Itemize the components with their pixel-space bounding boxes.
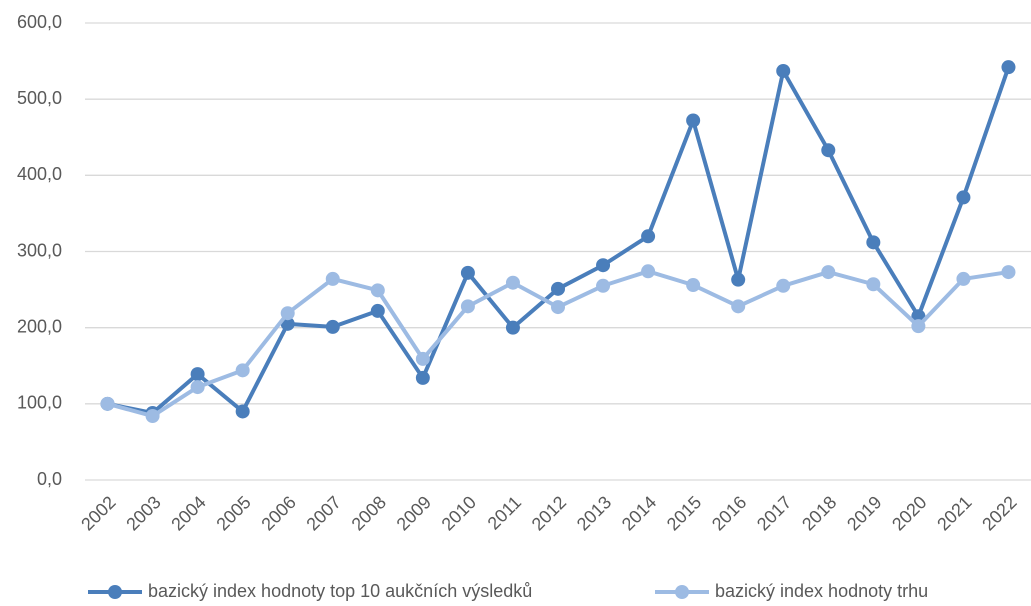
marker — [731, 272, 746, 287]
marker — [415, 370, 430, 385]
x-tick-label: 2020 — [888, 492, 930, 534]
y-tick-label: 600,0 — [17, 12, 62, 32]
marker — [505, 320, 520, 335]
marker — [686, 113, 701, 128]
x-tick-label: 2002 — [77, 492, 119, 534]
marker — [551, 300, 565, 315]
marker — [956, 271, 971, 286]
y-tick-label: 100,0 — [17, 393, 62, 413]
marker — [460, 265, 475, 280]
marker — [641, 264, 656, 279]
marker — [1001, 60, 1016, 75]
marker — [280, 306, 295, 321]
legend-marker — [675, 585, 689, 599]
marker — [956, 190, 971, 205]
y-tick-label: 500,0 — [17, 88, 62, 108]
x-tick-label: 2008 — [348, 492, 390, 534]
marker — [551, 281, 565, 296]
marker — [460, 299, 475, 314]
legend-marker — [108, 585, 122, 599]
marker — [190, 380, 205, 395]
marker — [235, 404, 250, 419]
marker — [1001, 265, 1016, 280]
x-tick-label: 2012 — [528, 492, 570, 534]
x-tick-label: 2009 — [393, 492, 435, 534]
x-tick-label: 2014 — [618, 492, 660, 534]
marker — [686, 278, 701, 293]
marker — [505, 275, 520, 290]
x-tick-label: 2006 — [257, 492, 299, 534]
x-tick-label: 2003 — [122, 492, 164, 534]
marker — [731, 299, 746, 314]
y-tick-label: 200,0 — [17, 316, 62, 336]
marker — [325, 319, 340, 334]
legend-label: bazický index hodnoty trhu — [715, 581, 928, 601]
marker — [866, 277, 881, 292]
x-tick-label: 2019 — [843, 492, 885, 534]
marker — [776, 63, 791, 78]
marker — [596, 258, 611, 273]
x-tick-label: 2018 — [798, 492, 840, 534]
marker — [145, 409, 160, 424]
x-tick-label: 2010 — [438, 492, 480, 534]
marker — [235, 363, 250, 378]
x-tick-label: 2011 — [484, 492, 526, 534]
marker — [821, 143, 836, 158]
marker — [415, 351, 430, 366]
x-tick-label: 2007 — [302, 492, 344, 534]
marker — [325, 271, 340, 286]
x-tick-label: 2017 — [753, 492, 795, 534]
marker — [190, 367, 205, 382]
marker — [370, 283, 385, 298]
marker — [596, 278, 611, 293]
x-tick-label: 2016 — [708, 492, 750, 534]
marker — [821, 265, 836, 280]
x-tick-label: 2015 — [663, 492, 705, 534]
x-tick-label: 2021 — [933, 492, 975, 534]
y-tick-label: 400,0 — [17, 164, 62, 184]
marker — [641, 229, 656, 244]
marker — [911, 319, 926, 334]
x-tick-label: 2013 — [573, 492, 615, 534]
y-tick-label: 300,0 — [17, 240, 62, 260]
legend-label: bazický index hodnoty top 10 aukčních vý… — [148, 581, 532, 601]
x-tick-label: 2005 — [212, 492, 254, 534]
x-tick-label: 2004 — [167, 492, 209, 534]
y-tick-label: 0,0 — [37, 469, 62, 489]
marker — [100, 396, 115, 411]
marker — [866, 235, 881, 250]
marker — [776, 278, 791, 293]
x-tick-label: 2022 — [978, 492, 1020, 534]
marker — [370, 303, 385, 318]
